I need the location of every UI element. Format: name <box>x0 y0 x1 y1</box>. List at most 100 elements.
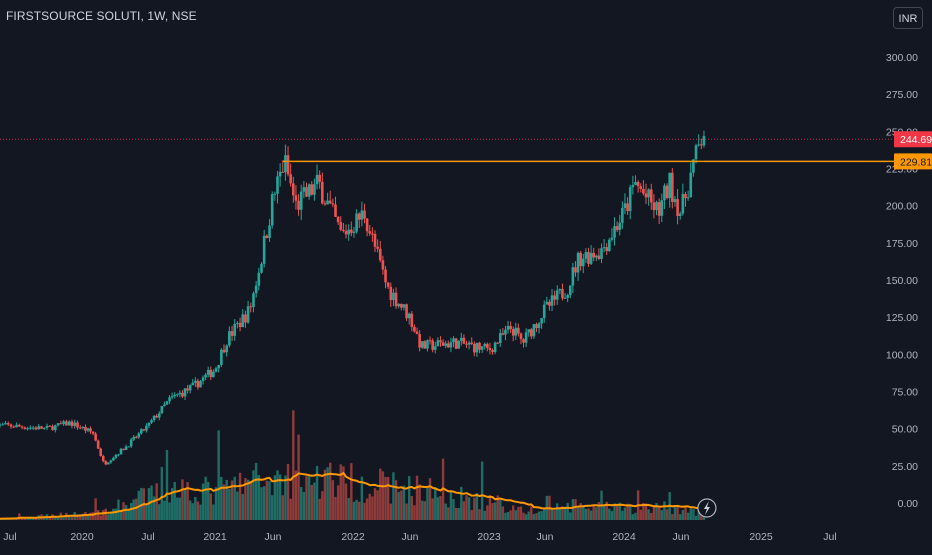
volume-bar <box>608 508 611 520</box>
candle-body <box>639 186 643 189</box>
candle-body <box>613 226 616 238</box>
volume-bar <box>222 484 226 520</box>
volume-bar <box>94 498 97 520</box>
candle-body <box>297 200 300 210</box>
volume-bar <box>473 497 476 520</box>
candle-body <box>597 255 601 259</box>
candle-body <box>444 343 447 346</box>
volume-bar <box>697 508 700 520</box>
currency-button[interactable]: INR <box>893 7 923 29</box>
volume-bar <box>602 504 606 520</box>
volume-bar <box>639 509 642 520</box>
volume-bar <box>170 488 174 520</box>
candle-body <box>524 332 528 343</box>
candle-body <box>486 343 489 348</box>
volume-bar <box>647 509 650 520</box>
candle-body <box>439 340 442 343</box>
y-tick-label: 300.00 <box>886 52 918 64</box>
volume-bar <box>155 483 158 520</box>
candle-body <box>188 385 192 391</box>
candle-body <box>405 304 408 319</box>
volume-bar <box>694 515 698 520</box>
volume-bar <box>509 510 512 520</box>
candle-body <box>31 427 35 429</box>
candle-body <box>371 233 374 235</box>
volume-bar <box>326 467 329 520</box>
volume-bar <box>527 511 530 520</box>
volume-bar <box>238 472 242 520</box>
candle-body <box>40 426 43 429</box>
lightning-icon[interactable] <box>697 498 717 518</box>
candle-body <box>478 342 481 350</box>
volume-bar <box>655 503 658 520</box>
candle-body <box>550 295 554 306</box>
volume-bar <box>493 502 497 520</box>
candle-body <box>112 457 115 461</box>
candle-body <box>473 343 476 353</box>
candle-body <box>315 174 319 185</box>
candle-body <box>566 295 569 298</box>
volume-bar <box>201 483 205 520</box>
volume-bar <box>439 496 442 520</box>
candle-body <box>321 181 324 204</box>
volume-bar <box>592 504 595 520</box>
candle-body <box>589 252 593 264</box>
candle-body <box>236 322 239 324</box>
candle-body <box>488 347 492 350</box>
volume-bar <box>297 434 300 520</box>
volume-bar <box>289 498 292 520</box>
candle-body <box>86 428 90 431</box>
volume-bar <box>556 503 559 520</box>
candle-body <box>360 210 364 220</box>
candle-body <box>647 189 650 198</box>
volume-bar <box>623 507 627 520</box>
volume-bar <box>323 469 327 520</box>
volume-bar <box>183 489 187 520</box>
candle-body <box>132 436 135 440</box>
volume-bar <box>276 470 279 520</box>
volume-bar <box>650 512 653 520</box>
candle-body <box>305 187 308 197</box>
volume-bar <box>225 479 228 520</box>
candle-body <box>37 426 41 430</box>
candle-body <box>548 301 551 306</box>
candle-body <box>42 427 46 429</box>
candle-body <box>94 433 97 441</box>
candle-body <box>426 340 429 349</box>
volume-bar <box>470 510 473 520</box>
candle-body <box>628 187 632 212</box>
volume-bar <box>486 505 489 520</box>
candle-body <box>117 454 120 456</box>
volume-bar <box>241 493 244 520</box>
candle-body <box>420 341 424 348</box>
candle-body <box>402 304 406 308</box>
volume-bar <box>62 515 65 520</box>
volume-bar <box>86 515 90 520</box>
volume-bar <box>415 475 419 520</box>
candle-body <box>142 429 146 431</box>
volume-bar <box>467 497 471 520</box>
volume-bar <box>631 514 635 520</box>
volume-bar <box>18 513 21 520</box>
volume-bar <box>512 505 515 520</box>
candle-body <box>54 425 57 431</box>
candle-body <box>454 338 458 349</box>
candle-body <box>350 229 353 233</box>
volume-bar <box>54 516 57 520</box>
volume-bar <box>132 499 135 520</box>
candle-body <box>228 331 231 346</box>
volume-bar <box>447 507 450 520</box>
y-tick-label: 200.00 <box>886 201 918 213</box>
volume-bar <box>160 466 164 520</box>
candle-body <box>460 337 463 341</box>
volume-bar <box>491 502 494 520</box>
candle-body <box>407 313 411 319</box>
last-price-badge: 244.69 <box>894 131 932 148</box>
y-tick-label: 50.00 <box>892 424 918 436</box>
candle-body <box>352 231 356 233</box>
volume-bar <box>194 496 197 520</box>
candle-body <box>462 337 466 344</box>
candle-body <box>660 200 664 216</box>
